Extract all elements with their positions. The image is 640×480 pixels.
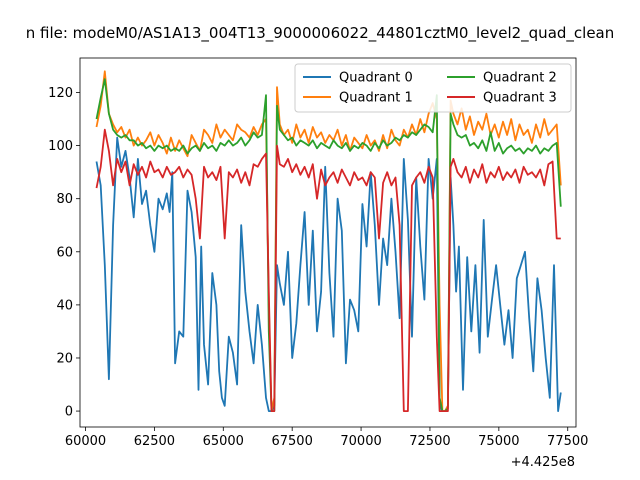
x-tick-label: 70000 [340,434,381,449]
x-tick-label: 75000 [478,434,519,449]
legend: Quadrant 0 Quadrant 1 Quadrant 2 Quadrant 3 [294,63,572,113]
series-line-3 [95,128,561,413]
legend-box [294,63,572,113]
chart-title: n file: modeM0/AS1A13_004T13_9000006022_… [26,24,615,43]
x-tick-label: 72500 [409,434,450,449]
y-tick-label: 80 [56,192,73,207]
y-axis: 0 20 40 60 80 100 120 [48,86,80,420]
legend-label-1: Quadrant 1 [339,91,413,106]
y-tick-label: 60 [56,245,73,260]
x-tick-label: 60000 [65,434,106,449]
series-line-0 [95,136,562,413]
y-tick-label: 40 [56,298,73,313]
y-tick-label: 20 [56,351,73,366]
x-tick-label: 65000 [203,434,244,449]
axes-frame [79,57,577,428]
series-line-2 [95,78,562,413]
y-tick-label: 100 [48,139,73,154]
legend-label-2: Quadrant 2 [483,71,557,86]
y-tick-label: 120 [48,86,73,101]
y-tick-label: 0 [65,405,73,420]
series-lines [95,70,562,413]
series-line-1 [95,70,562,413]
x-tick-label: 62500 [134,434,175,449]
x-axis: 60000 62500 65000 67500 70000 72500 75000 77500 [65,427,588,449]
legend-label-3: Quadrant 3 [483,91,557,106]
x-tick-label: 67500 [271,434,312,449]
x-axis-offset-label: +4.425e8 [511,455,575,470]
x-tick-label: 77500 [547,434,588,449]
legend-label-0: Quadrant 0 [339,71,413,86]
plot-area [79,57,577,428]
